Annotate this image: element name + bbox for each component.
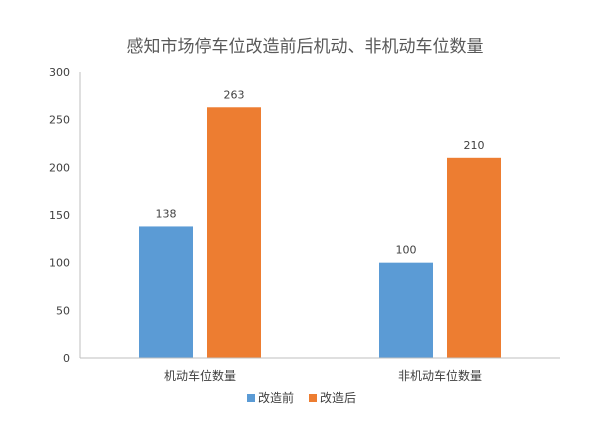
- bar-after-1: [447, 157, 501, 358]
- legend-swatch: [309, 394, 317, 402]
- y-tick-label: 100: [49, 257, 70, 270]
- data-label: 100: [396, 244, 417, 257]
- x-category-label: 机动车位数量: [164, 368, 236, 383]
- y-axis: 0 50 100 150 200 250 300: [49, 66, 81, 365]
- data-label: 210: [464, 139, 485, 152]
- y-tick-label: 250: [49, 114, 70, 127]
- legend-label: 改造后: [320, 391, 356, 405]
- y-tick-label: 0: [63, 352, 70, 365]
- bar-after-0: [207, 107, 261, 358]
- data-label: 263: [224, 88, 245, 101]
- y-tick-label: 300: [49, 66, 70, 79]
- x-category-label: 非机动车位数量: [398, 368, 482, 383]
- bar-before-0: [139, 226, 193, 358]
- bars-group: 138 263 100 210: [139, 88, 501, 358]
- data-label: 138: [156, 207, 177, 220]
- legend: 改造前 改造后: [247, 390, 356, 405]
- y-tick-label: 200: [49, 161, 70, 174]
- y-tick-label: 150: [49, 209, 70, 222]
- legend-swatch: [247, 394, 255, 402]
- chart-title: 感知市场停车位改造前后机动、非机动车位数量: [127, 37, 484, 57]
- bar-before-1: [379, 262, 433, 358]
- legend-label: 改造前: [258, 390, 294, 405]
- x-axis: 机动车位数量 非机动车位数量: [80, 357, 560, 383]
- y-tick-label: 50: [56, 304, 70, 317]
